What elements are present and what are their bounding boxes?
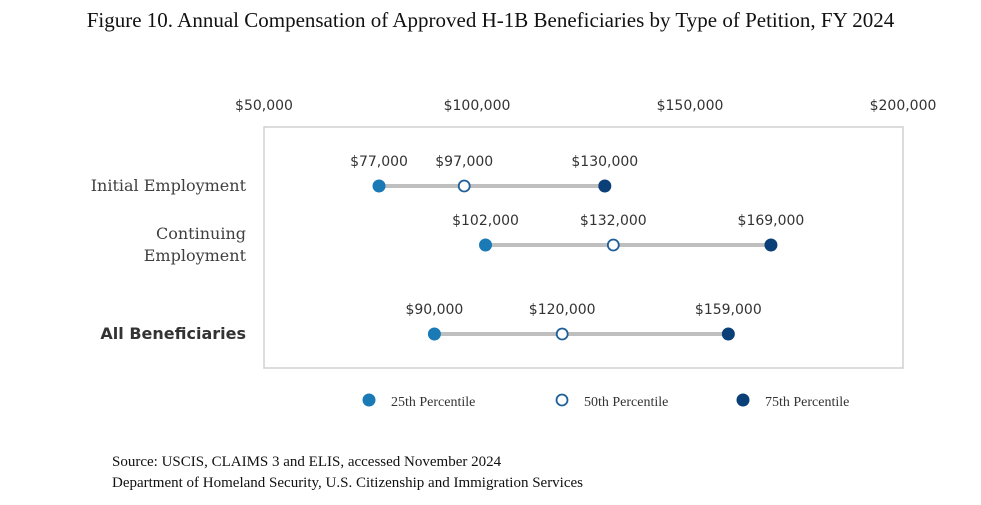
source-line-2: Department of Homeland Security, U.S. Ci… [112, 475, 584, 491]
p75-point [764, 238, 778, 252]
source-line-1: Source: USCIS, CLAIMS 3 and ELIS, access… [112, 454, 502, 470]
median-point [606, 238, 620, 252]
median-point [457, 179, 471, 193]
p75-point [721, 327, 735, 341]
legend-label: 50th Percentile [584, 395, 668, 410]
legend-marker-p25 [362, 393, 376, 407]
category-label: Continuing Employment [144, 224, 247, 265]
data-label: $169,000 [738, 213, 805, 229]
source-note: Source: USCIS, CLAIMS 3 and ELIS, access… [112, 452, 583, 494]
chart-title: Figure 10. Annual Compensation of Approv… [86, 8, 895, 32]
legend-label: 25th Percentile [391, 395, 475, 410]
data-label: $159,000 [695, 302, 762, 318]
data-label: $77,000 [350, 154, 408, 170]
x-tick-label: $50,000 [235, 98, 293, 114]
category-label: Initial Employment [91, 176, 247, 195]
p25-point [372, 179, 386, 193]
p25-point [427, 327, 441, 341]
p25-point [479, 238, 493, 252]
data-label: $102,000 [452, 213, 519, 229]
legend-label: 75th Percentile [765, 395, 849, 410]
data-label: $97,000 [435, 154, 493, 170]
data-label: $90,000 [405, 302, 463, 318]
x-tick-label: $150,000 [657, 98, 724, 114]
p75-point [598, 179, 612, 193]
category-label: All Beneficiaries [100, 324, 246, 343]
data-label: $132,000 [580, 213, 647, 229]
median-point [555, 327, 569, 341]
x-tick-label: $200,000 [870, 98, 937, 114]
legend-marker-p75 [736, 393, 750, 407]
data-label: $130,000 [571, 154, 638, 170]
data-label: $120,000 [529, 302, 596, 318]
legend-marker-p50 [555, 393, 569, 407]
plot-frame [263, 126, 904, 369]
x-tick-label: $100,000 [444, 98, 511, 114]
